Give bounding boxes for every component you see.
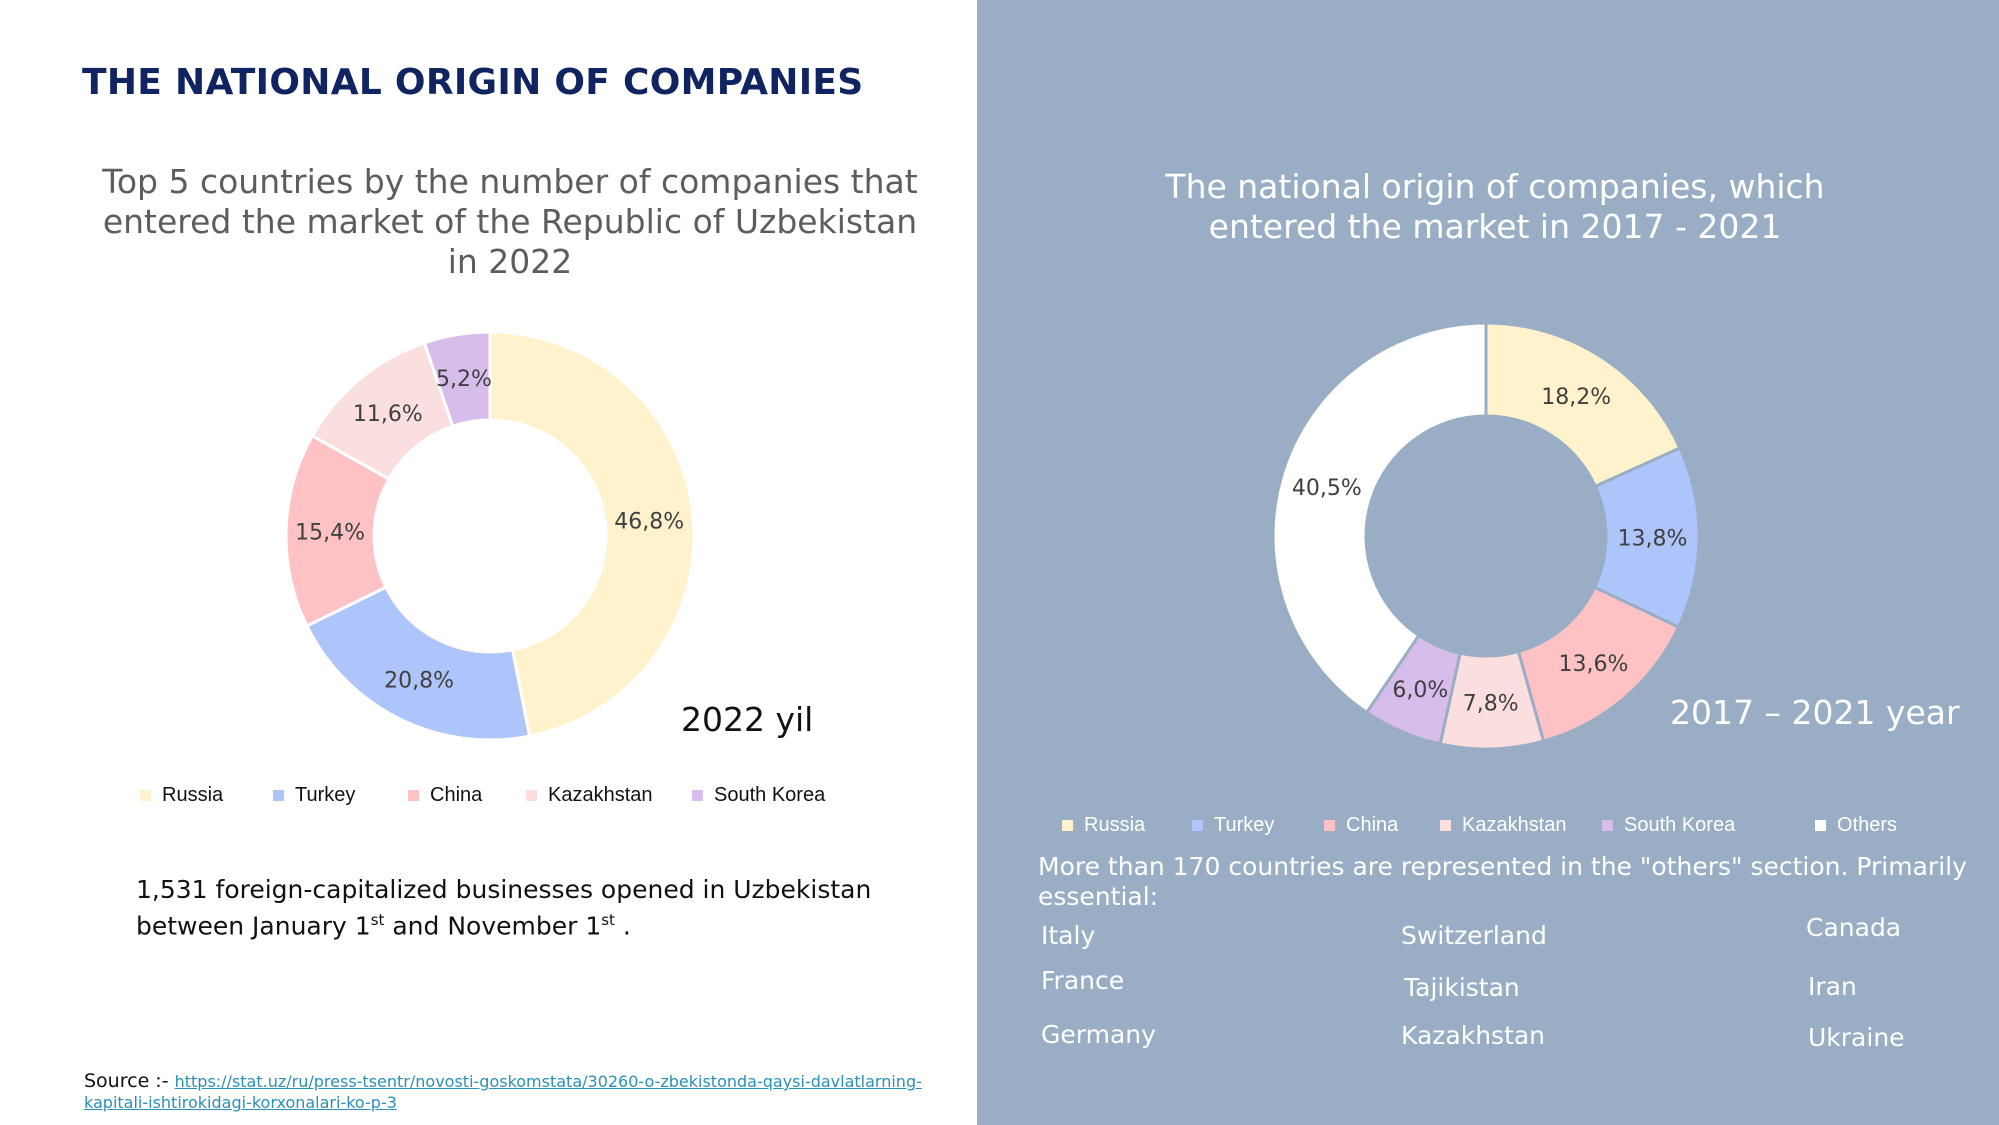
legend-label: Russia — [162, 784, 224, 806]
note-line-1: 1,531 foreign-capitalized businesses ope… — [136, 875, 872, 904]
slice-label-russia: 18,2% — [1541, 385, 1611, 410]
legend-swatch — [1440, 820, 1451, 831]
legend-label: Kazakhstan — [1462, 814, 1567, 836]
country-item: Iran — [1808, 972, 1857, 1001]
legend-label: Russia — [1084, 814, 1146, 836]
slice-label-south-korea: 5,2% — [436, 367, 492, 392]
note-sup: st — [370, 911, 385, 929]
legend-swatch — [526, 790, 537, 801]
country-item: Germany — [1041, 1020, 1156, 1049]
left-chart-title-line: entered the market of the Republic of Uz… — [102, 202, 918, 241]
legend-label: China — [1346, 814, 1399, 836]
country-item: Switzerland — [1401, 921, 1547, 950]
legend-label: South Korea — [1624, 814, 1736, 836]
right-chart-title-line: entered the market in 2017 - 2021 — [1208, 207, 1782, 246]
others-intro: More than 170 countries are represented … — [1038, 852, 1967, 911]
slice-label-south-korea: 6,0% — [1392, 678, 1448, 703]
slice-label-kazakhstan: 7,8% — [1463, 691, 1519, 716]
country-item: Ukraine — [1808, 1023, 1905, 1052]
slice-south-korea — [422, 330, 492, 429]
country-item: Italy — [1041, 921, 1096, 950]
legend-swatch — [1192, 820, 1203, 831]
source-citation: Source :- https://stat.uz/ru/press-tsent… — [84, 1071, 922, 1113]
slice-russia — [1484, 321, 1682, 489]
right-panel — [977, 0, 1999, 1125]
legend-label: Turkey — [1214, 814, 1275, 836]
note-text: and November 1 — [384, 911, 602, 941]
businesses-note: 1,531 foreign-capitalized businesses ope… — [136, 874, 871, 941]
slice-russia — [488, 330, 696, 738]
note-line-2: between January 1st and November 1st . — [136, 905, 871, 941]
slice-label-others: 40,5% — [1292, 476, 1362, 501]
slice-label-turkey: 13,8% — [1618, 526, 1688, 551]
legend-swatch — [408, 790, 419, 801]
country-item: Canada — [1806, 913, 1902, 942]
source-link[interactable]: https://stat.uz/ru/press-tsentr/novosti-… — [84, 1072, 922, 1112]
legend-swatch — [140, 790, 151, 801]
legend-swatch — [692, 790, 703, 801]
left-panel — [0, 0, 977, 1125]
left-chart-title: Top 5 countries by the number of compani… — [50, 162, 970, 282]
legend-label: China — [430, 784, 483, 806]
country-item: Kazakhstan — [1401, 1021, 1546, 1050]
legend-swatch — [1602, 820, 1613, 831]
slice-label-china: 13,6% — [1558, 652, 1628, 677]
legend-swatch — [1815, 820, 1826, 831]
year-annotation-2017-2021: 2017 – 2021 year — [1670, 693, 1960, 732]
legend-label: Kazakhstan — [548, 784, 653, 806]
note-text: between January 1 — [136, 911, 371, 941]
source-link-line-1: https://stat.uz/ru/press-tsentr/novosti-… — [174, 1072, 922, 1091]
slice-others — [1271, 321, 1488, 715]
source-label: Source :- — [84, 1070, 175, 1092]
legend-swatch — [1324, 820, 1335, 831]
right-chart-title-line: The national origin of companies, which — [1165, 167, 1825, 206]
legend-label: Turkey — [295, 784, 356, 806]
note-sup: st — [601, 911, 615, 929]
legend-swatch — [1062, 820, 1073, 831]
slice-label-china: 15,4% — [295, 520, 365, 545]
note-text: . — [614, 911, 631, 941]
page-title: THE NATIONAL ORIGIN OF COMPANIES — [82, 62, 864, 103]
year-annotation-2022: 2022 yil — [681, 700, 814, 739]
slice-label-kazakhstan: 11,6% — [353, 402, 423, 427]
legend-label: Others — [1837, 814, 1898, 836]
source-link-line-2: kapitali-ishtirokidagi-korxonalari-ko-p-… — [84, 1093, 397, 1112]
slice-label-turkey: 20,8% — [384, 668, 454, 693]
left-chart-title-line: Top 5 countries by the number of compani… — [102, 162, 918, 201]
country-item: France — [1041, 966, 1125, 995]
legend-swatch — [273, 790, 284, 801]
slice-label-russia: 46,8% — [614, 509, 684, 534]
legend-label: South Korea — [714, 784, 826, 806]
left-chart-title-line: in 2022 — [447, 242, 573, 281]
slice-turkey — [304, 585, 532, 742]
country-item: Tajikistan — [1404, 973, 1520, 1002]
right-chart-title: The national origin of companies, which … — [1095, 167, 1895, 247]
